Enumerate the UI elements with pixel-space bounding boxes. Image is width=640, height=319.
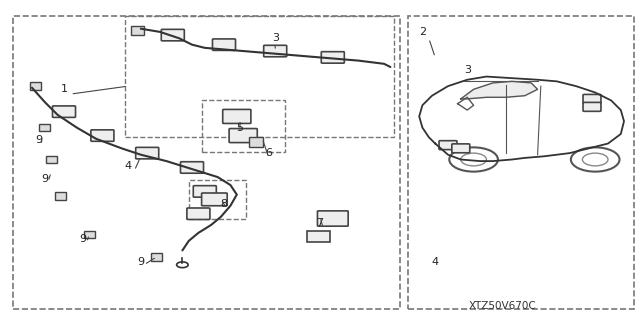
Text: 4: 4 xyxy=(124,161,132,171)
Bar xyxy=(56,192,66,200)
FancyBboxPatch shape xyxy=(91,130,114,141)
FancyBboxPatch shape xyxy=(136,147,159,159)
FancyBboxPatch shape xyxy=(321,52,344,63)
FancyBboxPatch shape xyxy=(583,94,601,103)
Text: 5: 5 xyxy=(237,122,243,133)
Text: 3: 3 xyxy=(272,33,278,43)
FancyBboxPatch shape xyxy=(202,193,227,206)
FancyBboxPatch shape xyxy=(52,106,76,117)
Text: XTZ50V670C: XTZ50V670C xyxy=(468,301,536,311)
Bar xyxy=(250,137,263,147)
FancyBboxPatch shape xyxy=(264,45,287,57)
Bar xyxy=(152,253,162,261)
FancyBboxPatch shape xyxy=(180,162,204,173)
Text: 9: 9 xyxy=(35,135,42,145)
FancyBboxPatch shape xyxy=(193,186,216,197)
FancyBboxPatch shape xyxy=(161,29,184,41)
FancyBboxPatch shape xyxy=(452,144,470,153)
Bar xyxy=(46,156,56,163)
FancyBboxPatch shape xyxy=(187,208,210,219)
Bar xyxy=(40,124,50,131)
Text: 2: 2 xyxy=(419,27,426,37)
Text: 8: 8 xyxy=(220,199,228,209)
Text: 9: 9 xyxy=(41,174,49,184)
FancyBboxPatch shape xyxy=(439,141,457,150)
Polygon shape xyxy=(461,81,538,99)
FancyBboxPatch shape xyxy=(229,129,257,143)
FancyBboxPatch shape xyxy=(583,102,601,111)
Text: 9: 9 xyxy=(79,234,87,244)
FancyBboxPatch shape xyxy=(212,39,236,50)
Text: 3: 3 xyxy=(464,65,470,75)
Text: 9: 9 xyxy=(137,256,145,267)
Text: 7: 7 xyxy=(316,218,324,228)
Bar xyxy=(84,231,95,238)
Bar xyxy=(307,231,330,242)
Bar xyxy=(30,82,40,90)
FancyBboxPatch shape xyxy=(317,211,348,226)
Text: 6: 6 xyxy=(266,148,272,158)
FancyBboxPatch shape xyxy=(223,109,251,123)
Bar xyxy=(131,26,145,35)
Text: 4: 4 xyxy=(431,256,439,267)
Text: 1: 1 xyxy=(61,84,67,94)
